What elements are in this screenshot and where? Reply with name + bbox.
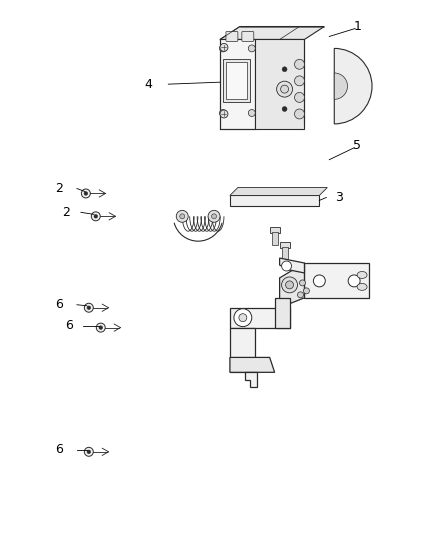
Ellipse shape (357, 271, 367, 278)
Text: 2: 2 (62, 206, 70, 219)
Circle shape (248, 45, 255, 52)
Circle shape (314, 275, 325, 287)
Polygon shape (304, 263, 369, 298)
Circle shape (297, 292, 304, 298)
Ellipse shape (357, 284, 367, 290)
Polygon shape (223, 59, 250, 102)
Text: 3: 3 (336, 191, 343, 204)
Text: 6: 6 (65, 319, 73, 332)
Circle shape (84, 192, 88, 195)
Circle shape (220, 110, 228, 118)
Text: 1: 1 (353, 20, 361, 33)
Polygon shape (279, 263, 304, 308)
Circle shape (85, 303, 93, 312)
Text: 5: 5 (353, 139, 361, 152)
Circle shape (277, 81, 293, 97)
Wedge shape (334, 73, 347, 99)
Polygon shape (226, 62, 247, 99)
Circle shape (96, 323, 105, 332)
Polygon shape (220, 27, 324, 39)
Circle shape (348, 275, 360, 287)
Polygon shape (230, 308, 290, 328)
Circle shape (91, 212, 100, 221)
Circle shape (176, 211, 188, 222)
Circle shape (219, 45, 226, 52)
Circle shape (180, 214, 185, 219)
Circle shape (87, 306, 91, 310)
Polygon shape (230, 328, 255, 373)
Text: 2: 2 (55, 182, 63, 195)
Polygon shape (255, 39, 304, 129)
Wedge shape (334, 49, 372, 124)
Circle shape (220, 43, 228, 51)
Circle shape (282, 261, 292, 271)
Circle shape (294, 92, 304, 102)
Circle shape (234, 309, 252, 327)
Polygon shape (275, 298, 290, 328)
Circle shape (212, 214, 216, 219)
FancyBboxPatch shape (242, 31, 254, 42)
Circle shape (300, 280, 305, 286)
Polygon shape (230, 196, 319, 206)
Circle shape (282, 277, 297, 293)
Circle shape (304, 288, 309, 294)
Circle shape (99, 326, 102, 329)
Text: 4: 4 (145, 78, 152, 91)
Bar (282, 247, 288, 260)
Circle shape (85, 447, 93, 456)
Circle shape (282, 107, 287, 111)
Circle shape (248, 109, 255, 116)
Bar (279, 242, 290, 248)
Bar (270, 227, 279, 233)
Circle shape (294, 76, 304, 86)
Polygon shape (230, 188, 327, 196)
Circle shape (294, 109, 304, 119)
Polygon shape (245, 373, 257, 387)
Circle shape (282, 67, 287, 72)
Circle shape (294, 59, 304, 69)
Bar (272, 232, 278, 245)
Polygon shape (230, 358, 275, 373)
Circle shape (281, 85, 289, 93)
Polygon shape (220, 39, 255, 129)
Text: 6: 6 (55, 443, 63, 456)
FancyBboxPatch shape (226, 31, 238, 42)
Circle shape (81, 189, 90, 198)
Text: 6: 6 (55, 298, 63, 311)
Circle shape (208, 211, 220, 222)
Polygon shape (279, 258, 304, 273)
Circle shape (239, 314, 247, 321)
Circle shape (286, 281, 293, 289)
Circle shape (87, 450, 91, 454)
Circle shape (219, 109, 226, 116)
Circle shape (94, 214, 98, 218)
